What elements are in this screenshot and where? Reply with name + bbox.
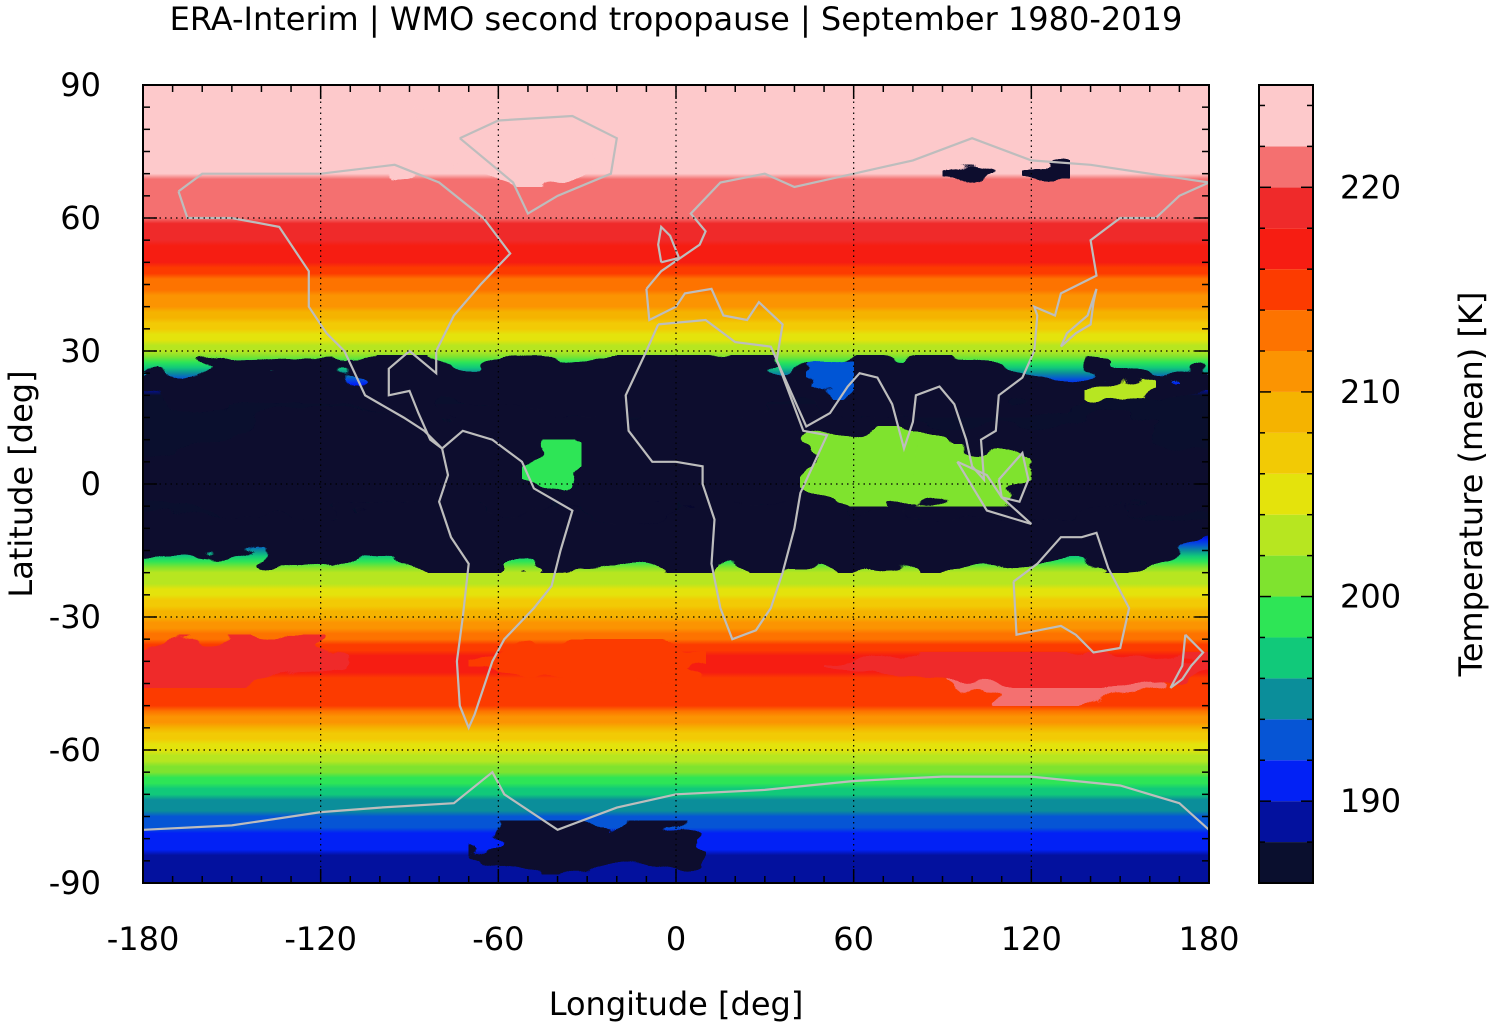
arabia-blue-patch [806,355,854,400]
south-atlantic-orange [468,639,706,684]
x-tick-label: 0 [666,920,686,958]
colorbar-ticks [1259,104,1313,884]
colorbar-level [1259,146,1313,188]
axis-ticks [142,84,1210,884]
colorbar-level [1259,391,1313,433]
x-tick-label: 120 [1001,920,1062,958]
british-isles-coast [657,224,681,264]
colorbar [1259,85,1313,883]
colorbar-level [1259,473,1313,515]
colorbar-level [1259,719,1313,761]
south-pacific-red-west [143,634,351,688]
y-tick-label: -30 [49,598,101,636]
y-tick-label: -90 [49,864,101,902]
colorbar-level [1259,678,1313,720]
y-tick-label: -60 [49,731,101,769]
colorbar-level [1259,801,1313,843]
eurasia-coast [645,137,1209,483]
coastlines [143,114,1209,832]
greenland-pink-patch [379,98,617,187]
x-tick-label: -180 [107,920,180,958]
australia-coast [1012,531,1131,654]
borneo-coast [997,450,1030,503]
greenland-coast [459,114,619,216]
y-tick-label: 90 [60,66,101,104]
siberia-dark-spot [942,164,1002,183]
japan-coast [1059,288,1098,348]
x-axis-label: Longitude [deg] [549,985,804,1023]
colorbar-level [1259,842,1313,883]
colorbar-frame [1258,84,1314,884]
south-indian-red-patch [824,652,1209,688]
grid-lines [143,85,1209,883]
x-tick-label: 180 [1178,920,1239,958]
atlantic-green-patch [522,439,582,493]
pacific-green-patch [1084,377,1156,414]
indonesia-coast [956,460,1033,525]
colorbar-tick-label: 220 [1340,168,1401,206]
y-tick-label: 30 [60,332,101,370]
colorbar-tick-labels: 220 210 200 190 [1340,168,1401,820]
north-america-coast [177,163,512,450]
colorbar-level [1259,269,1313,311]
colorbar-level [1259,310,1313,351]
x-tick-label: 60 [833,920,874,958]
colorbar-level [1259,228,1313,270]
y-axis-label: Latitude [deg] [2,370,40,597]
heatmap-area [143,85,1209,883]
y-tick-label: 60 [60,199,101,237]
colorbar-level [1259,555,1313,597]
x-tick-labels: -180 -120 -60 0 60 120 180 [107,920,1240,958]
colorbar-label: Temperature (mean) [K] [1452,292,1490,678]
colorbar-tick-label: 190 [1340,782,1401,820]
colorbar-level [1259,432,1313,474]
x-tick-label: -120 [284,920,357,958]
africa-coast [624,318,829,641]
colorbar-level [1259,514,1313,556]
colorbar-tick-label: 210 [1340,373,1401,411]
colorbar-level [1259,85,1313,147]
y-tick-labels: 90 60 30 0 -30 -60 -90 [49,66,101,902]
colorbar-level [1259,351,1313,392]
new-zealand-coast [1169,633,1205,689]
antarctic-dark-patch [468,820,706,875]
colorbar-level [1259,596,1313,638]
colorbar-level [1259,760,1313,802]
south-america-coast [437,429,574,731]
y-tick-label: 0 [81,465,101,503]
colorbar-level [1259,637,1313,679]
maritime-green-patch [912,444,1032,507]
colorbar-level [1259,187,1313,229]
colorbar-tick-label: 200 [1340,578,1401,616]
chart-title: ERA-Interim | WMO second tropopause | Se… [170,0,1183,38]
x-tick-label: -60 [472,920,524,958]
tropical-undefined-north [143,355,1209,418]
antarctica-coast [143,770,1209,832]
